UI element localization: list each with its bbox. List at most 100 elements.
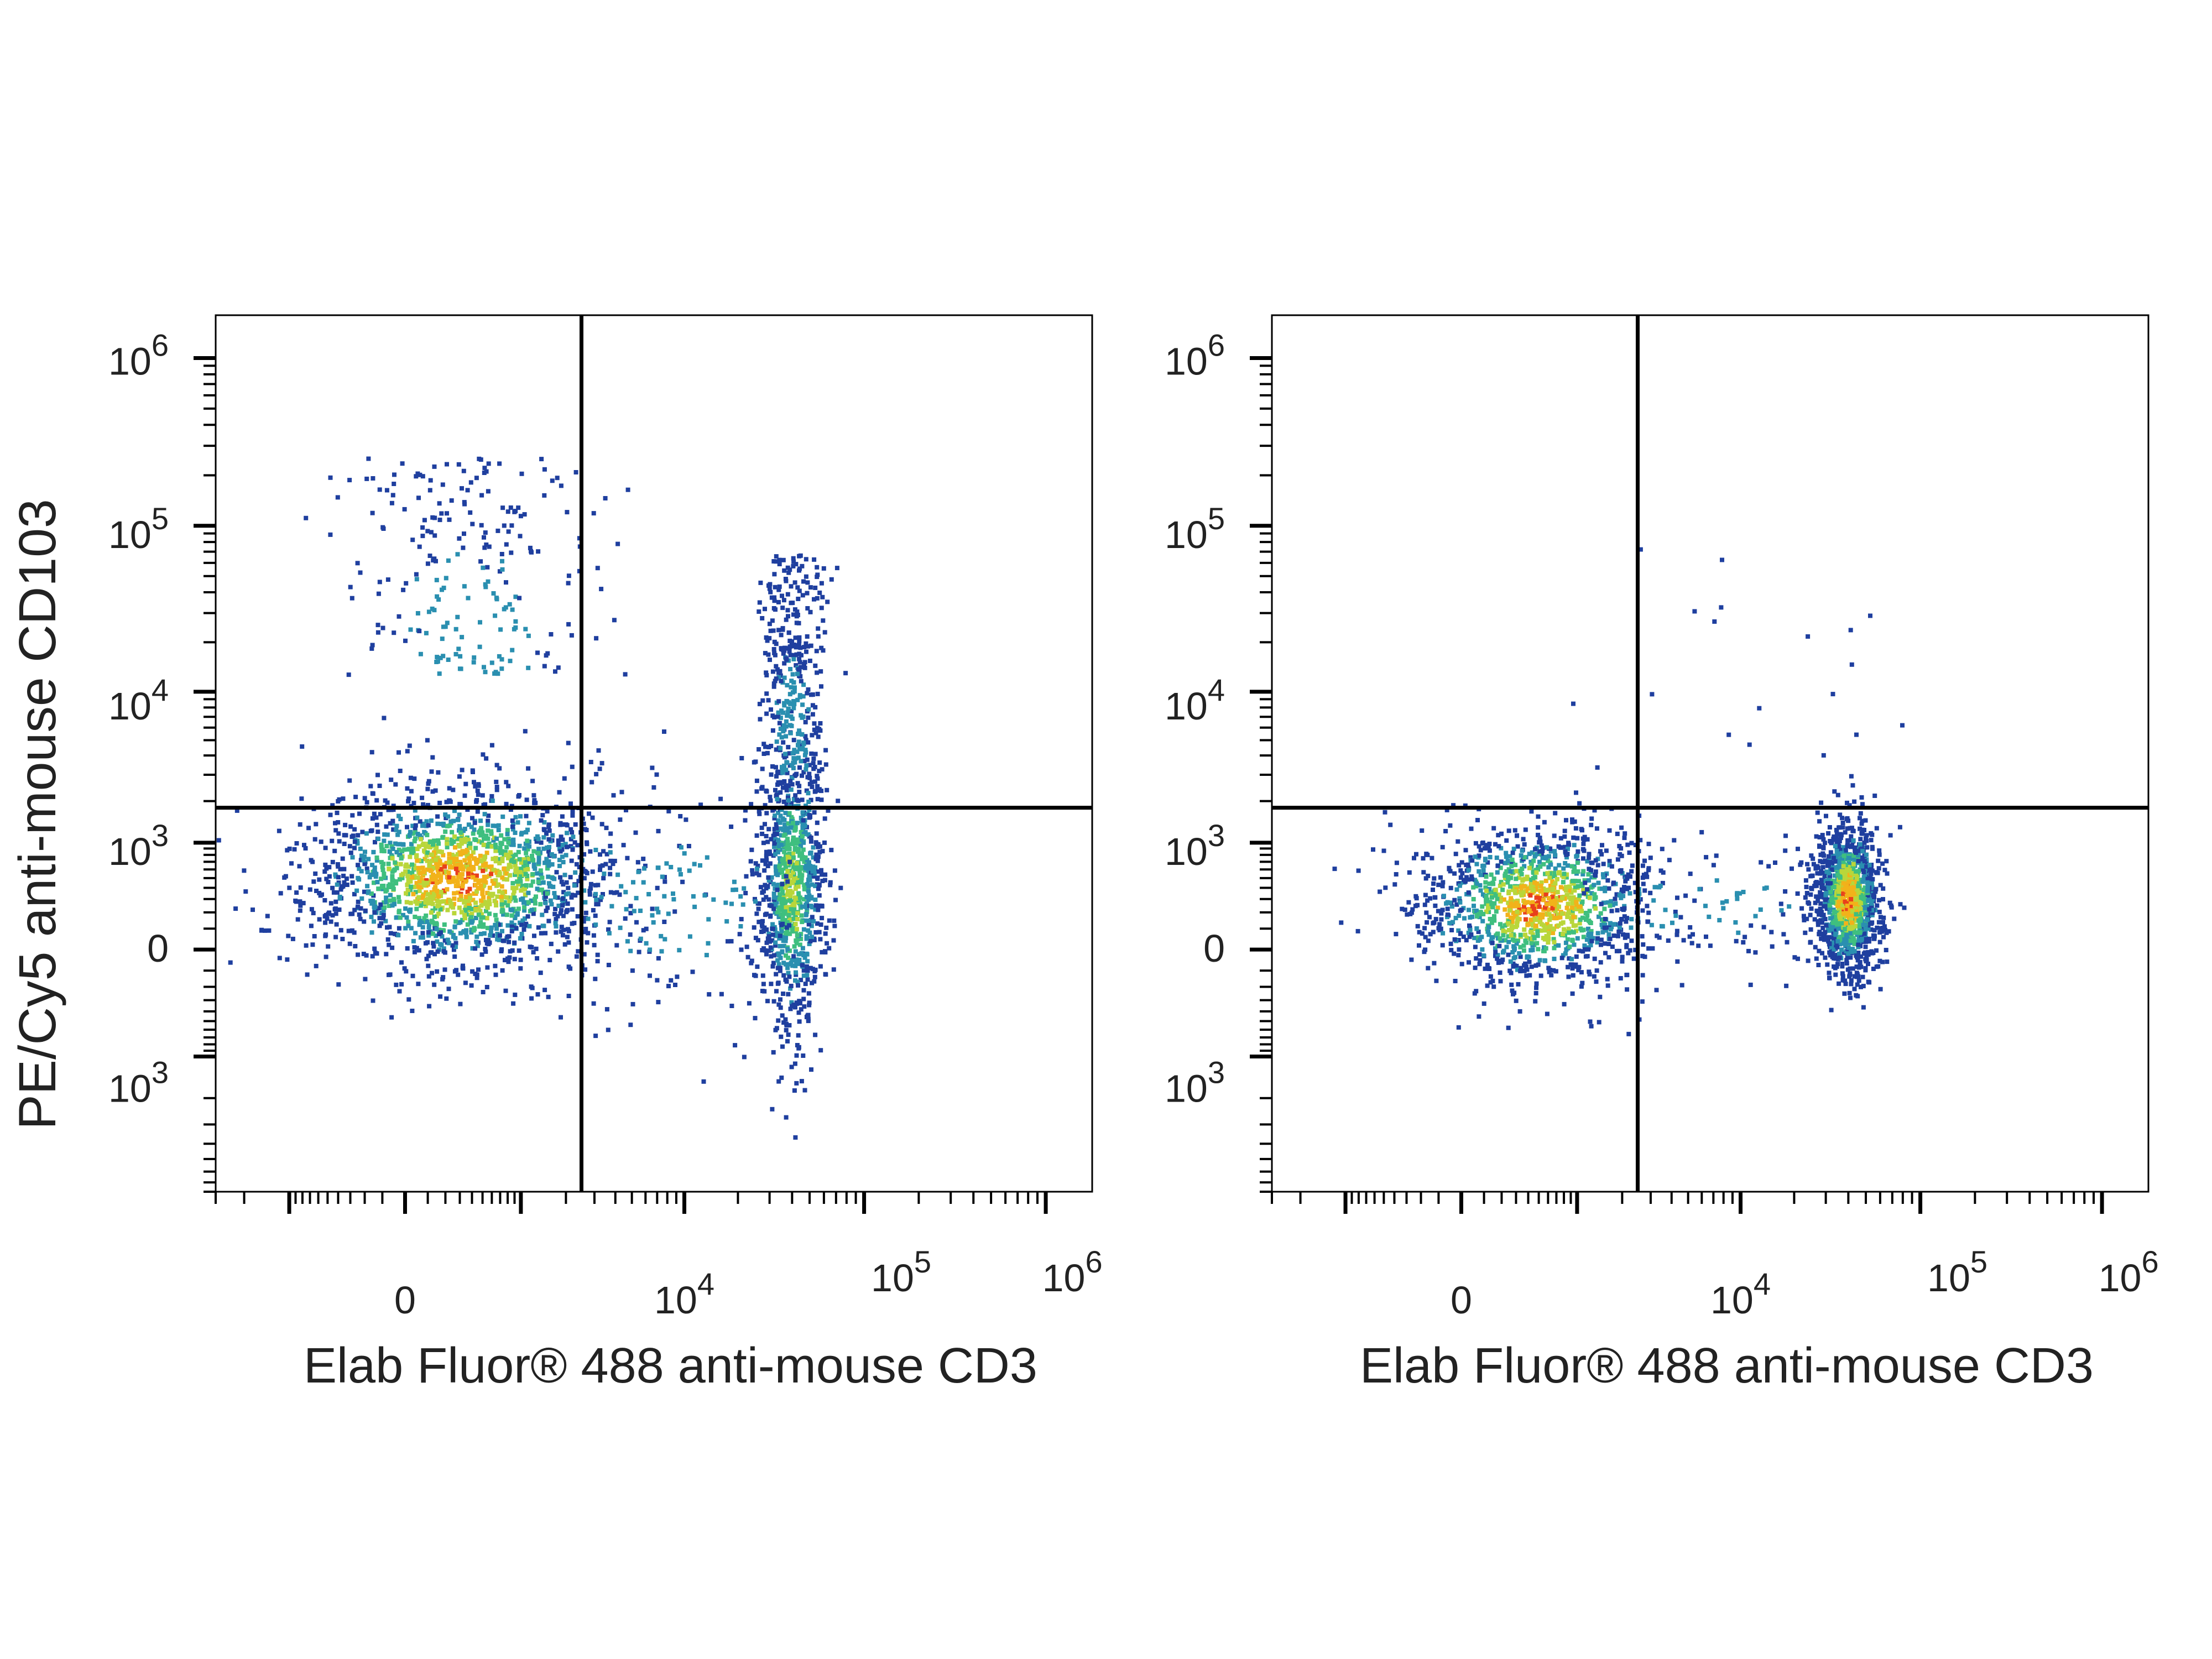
- event-dot: [774, 900, 779, 905]
- event-dot: [464, 935, 469, 940]
- event-dot: [785, 837, 790, 842]
- event-dot: [820, 950, 825, 954]
- event-dot: [800, 797, 805, 802]
- event-dot: [787, 830, 792, 835]
- event-dot: [450, 852, 455, 857]
- event-dot: [1524, 973, 1529, 978]
- event-dot: [1515, 909, 1520, 914]
- event-dot: [1509, 928, 1514, 933]
- event-dot: [493, 912, 498, 917]
- event-dot: [408, 775, 413, 780]
- event-dot: [1546, 854, 1551, 859]
- event-dot: [1514, 877, 1519, 881]
- event-dot: [707, 992, 712, 997]
- event-dot: [1501, 933, 1506, 938]
- event-dot: [449, 901, 454, 906]
- event-dot: [588, 849, 593, 854]
- event-dot: [1587, 972, 1592, 977]
- event-dot: [1534, 870, 1539, 875]
- event-dot: [796, 1046, 801, 1051]
- event-dot: [403, 869, 408, 874]
- event-dot: [467, 860, 472, 865]
- event-dot: [499, 902, 504, 907]
- event-dot: [583, 900, 588, 905]
- event-dot: [608, 865, 613, 870]
- event-dot: [337, 839, 342, 844]
- event-dot: [1449, 928, 1454, 932]
- event-dot: [781, 973, 786, 978]
- event-dot: [774, 774, 779, 779]
- event-dot: [1529, 941, 1534, 946]
- event-dot: [662, 937, 667, 942]
- event-dot: [1845, 953, 1850, 958]
- event-dot: [1605, 900, 1610, 905]
- event-dot: [390, 493, 395, 498]
- event-dot: [1468, 855, 1473, 860]
- event-dot: [591, 933, 596, 938]
- event-dot: [507, 940, 512, 945]
- event-dot: [505, 903, 510, 908]
- event-dot: [536, 925, 541, 930]
- event-dot: [662, 920, 667, 924]
- event-dot: [1504, 945, 1509, 950]
- event-dot: [1592, 883, 1597, 888]
- event-dot: [370, 643, 375, 648]
- event-dot: [373, 874, 378, 879]
- event-dot: [425, 850, 430, 855]
- event-dot: [583, 910, 588, 915]
- event-dot: [447, 875, 452, 880]
- event-dot: [785, 869, 790, 874]
- event-dot: [398, 915, 403, 920]
- event-dot: [1606, 955, 1611, 960]
- event-dot: [481, 895, 486, 900]
- event-dot: [778, 943, 782, 948]
- event-dot: [769, 954, 774, 959]
- event-dot: [1675, 959, 1680, 964]
- event-dot: [470, 816, 474, 821]
- event-dot: [804, 936, 809, 941]
- event-dot: [371, 791, 375, 796]
- event-dot: [341, 796, 346, 801]
- event-dot: [259, 927, 264, 932]
- event-dot: [406, 920, 411, 925]
- event-dot: [1678, 915, 1683, 920]
- event-dot: [452, 863, 457, 868]
- event-dot: [815, 670, 820, 675]
- event-dot: [434, 933, 439, 938]
- event-dot: [577, 568, 582, 573]
- event-dot: [774, 747, 779, 752]
- event-dot: [352, 827, 357, 832]
- event-dot: [431, 842, 435, 847]
- event-dot: [439, 867, 444, 872]
- event-dot: [806, 707, 811, 712]
- event-dot: [436, 911, 441, 916]
- event-dot: [691, 894, 696, 899]
- event-dot: [786, 1032, 791, 1037]
- event-dot: [800, 593, 805, 598]
- event-dot: [776, 905, 781, 910]
- event-dot: [799, 653, 804, 658]
- event-dot: [1601, 875, 1606, 880]
- event-dot: [408, 900, 413, 905]
- event-dot: [785, 910, 790, 915]
- event-dot: [444, 576, 448, 581]
- event-dot: [813, 930, 818, 935]
- event-dot: [698, 863, 702, 868]
- event-dot: [1545, 902, 1550, 907]
- event-dot: [570, 809, 575, 814]
- event-dot: [384, 824, 389, 829]
- event-dot: [1425, 898, 1430, 903]
- event-dot: [309, 924, 314, 928]
- event-dot: [776, 670, 781, 675]
- event-dot: [814, 852, 819, 857]
- event-dot: [779, 842, 784, 847]
- event-dot: [783, 811, 788, 816]
- event-dot: [1581, 869, 1586, 874]
- event-dot: [549, 902, 554, 907]
- event-dot: [795, 883, 800, 888]
- event-dot: [434, 844, 439, 849]
- event-dot: [1556, 923, 1561, 928]
- event-dot: [365, 884, 370, 889]
- event-dot: [521, 900, 526, 905]
- event-dot: [1440, 884, 1445, 889]
